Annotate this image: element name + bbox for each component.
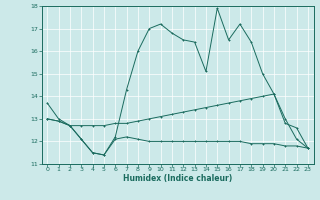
X-axis label: Humidex (Indice chaleur): Humidex (Indice chaleur)	[123, 174, 232, 183]
